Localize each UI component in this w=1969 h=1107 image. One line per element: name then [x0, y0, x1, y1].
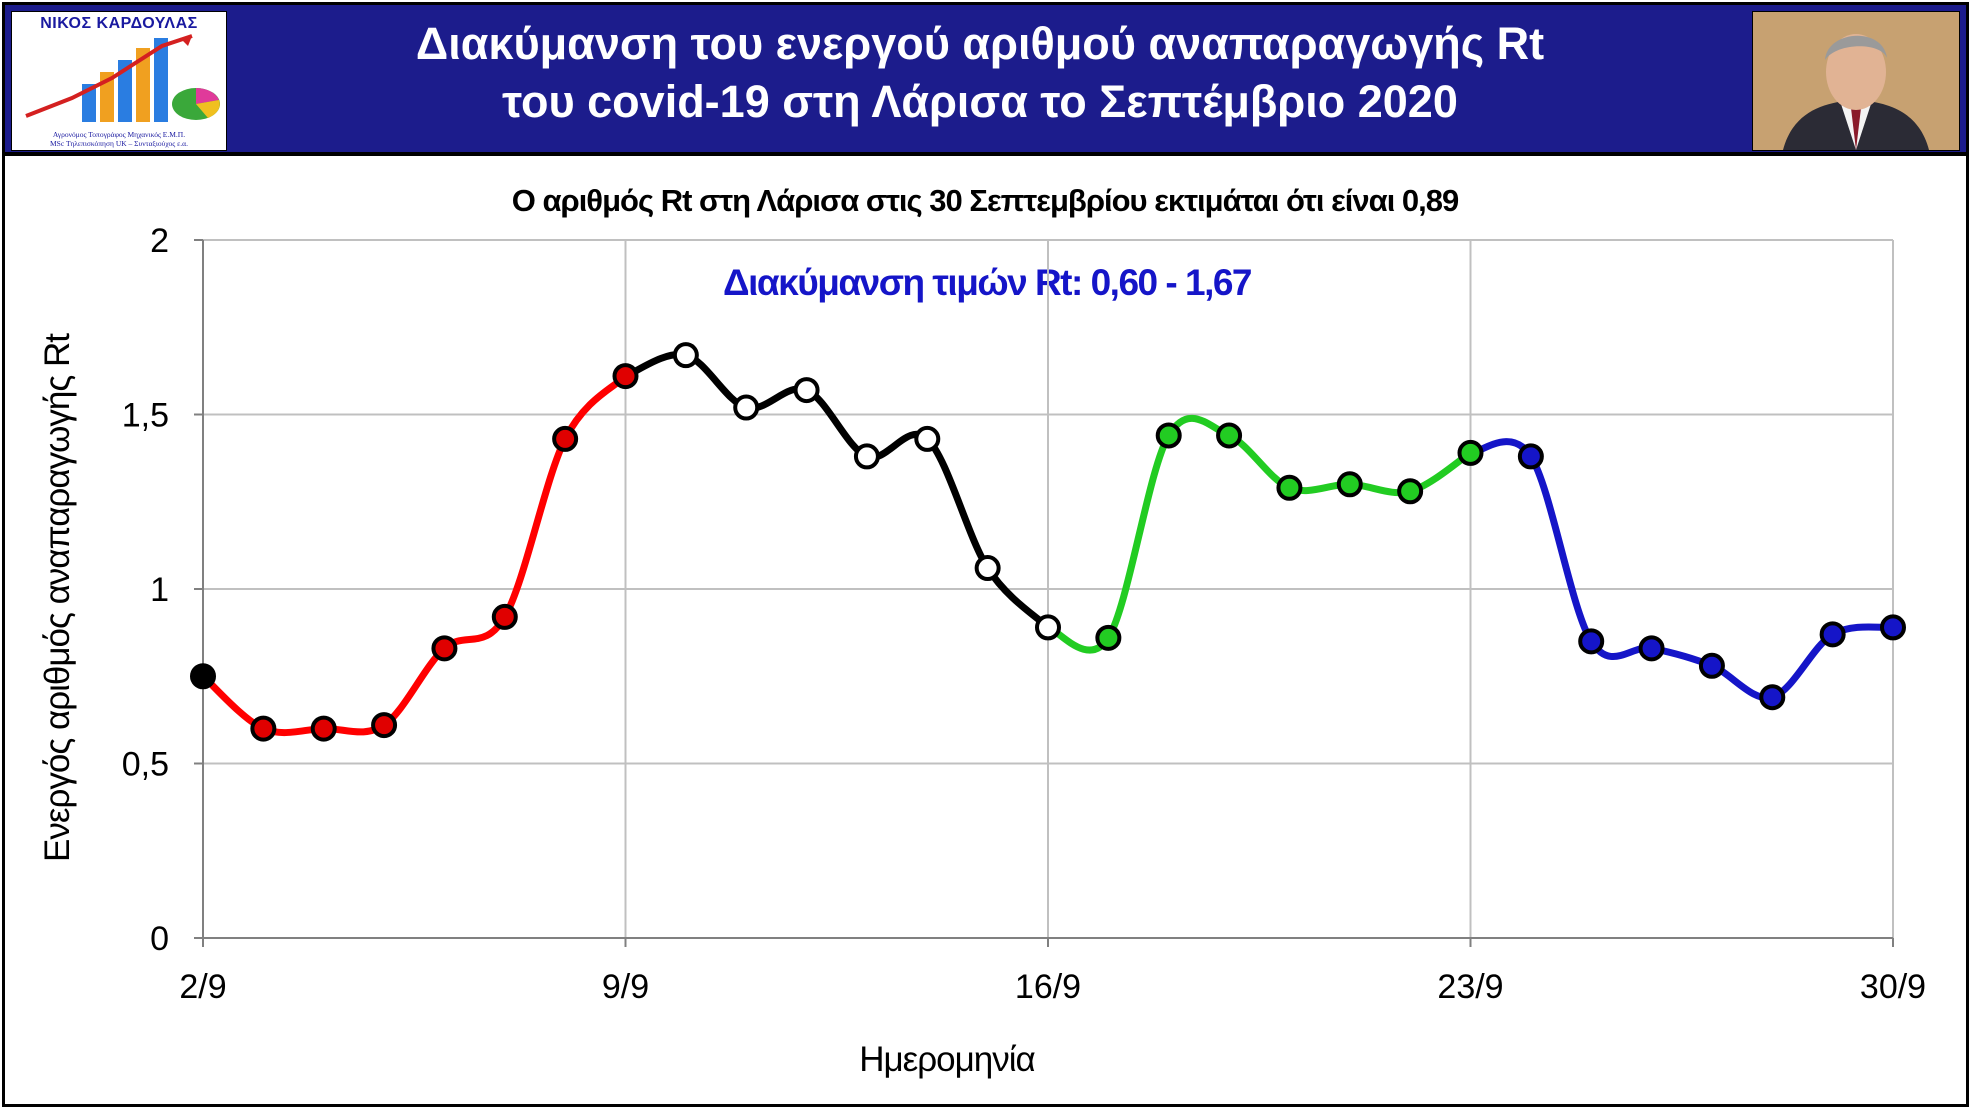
- data-point: [974, 555, 1001, 582]
- data-point: [853, 443, 880, 470]
- data-point: [1216, 422, 1243, 449]
- x-tick-label: 30/9: [1860, 968, 1926, 1006]
- logo-chart-icon: [25, 34, 220, 122]
- page-title: Διακύμανση του ενεργού αριθμού αναπαραγω…: [235, 15, 1725, 131]
- data-point: [1819, 621, 1846, 648]
- chart-title: Ο αριθμός Rt στη Λάρισα στις 30 Σεπτεμβρ…: [512, 183, 1459, 218]
- author-logo: ΝΙΚΟΣ ΚΑΡΔΟΥΛΑΣ Αγρονόμος Τοπογράφος Μηχ…: [11, 11, 227, 151]
- x-axis-ticks: 2/9 9/9 16/9 23/9 30/9: [179, 938, 1926, 1006]
- series-segment-line: [1044, 414, 1474, 654]
- data-point: [672, 342, 699, 369]
- y-tick-label: 1: [150, 571, 169, 609]
- data-point: [371, 712, 398, 739]
- rt-markers: [190, 342, 1906, 742]
- y-axis-label: Ενεργός αριθμός αναπαραγωγής Rt: [38, 333, 77, 862]
- author-photo: [1752, 11, 1960, 151]
- data-point: [250, 715, 277, 742]
- series-segment-line: [622, 350, 1052, 631]
- data-point: [491, 603, 518, 630]
- data-point: [1517, 443, 1544, 470]
- logo-author-name: ΝΙΚΟΣ ΚΑΡΔΟΥΛΑΣ: [40, 15, 198, 32]
- data-point: [914, 425, 941, 452]
- data-point: [1759, 684, 1786, 711]
- range-annotation: Διακύμανση τιμών Rt: 0,60 - 1,67: [723, 262, 1251, 303]
- data-point: [1880, 614, 1906, 641]
- x-tick-label: 2/9: [179, 968, 226, 1006]
- data-point: [1578, 628, 1605, 655]
- y-tick-label: 1,5: [122, 397, 169, 435]
- logo-subtitle: Αγρονόμος Τοπογράφος Μηχανικός Ε.Μ.Π. MS…: [50, 130, 188, 148]
- series-segment-line: [1467, 438, 1897, 702]
- chart-grid: [203, 239, 1894, 938]
- data-point: [1035, 614, 1061, 641]
- data-point: [1276, 474, 1303, 501]
- data-point: [1638, 635, 1665, 662]
- y-axis-ticks: 0 0,5 1 1,5 2: [122, 222, 203, 958]
- data-point: [431, 635, 458, 662]
- data-point: [1155, 422, 1182, 449]
- chart-area: Ο αριθμός Rt στη Λάρισα στις 30 Σεπτεμβρ…: [38, 183, 1926, 1079]
- data-point: [1095, 624, 1122, 651]
- data-point: [1397, 478, 1424, 505]
- x-axis-label: Ημερομηνία: [859, 1040, 1035, 1079]
- data-point: [1698, 652, 1725, 679]
- x-tick-label: 23/9: [1437, 968, 1503, 1006]
- header-banner: ΝΙΚΟΣ ΚΑΡΔΟΥΛΑΣ Αγρονόμος Τοπογράφος Μηχ…: [5, 5, 1966, 156]
- title-line-1: Διακύμανση του ενεργού αριθμού αναπαραγω…: [415, 18, 1545, 69]
- data-point: [310, 715, 337, 742]
- x-tick-label: 16/9: [1015, 968, 1081, 1006]
- data-point: [190, 663, 216, 690]
- data-point: [793, 377, 820, 404]
- data-point: [1457, 439, 1484, 466]
- data-point: [733, 394, 760, 421]
- data-point: [1336, 471, 1363, 498]
- title-line-2: του covid-19 στη Λάρισα το Σεπτέμβριο 20…: [502, 76, 1458, 127]
- y-tick-label: 2: [150, 222, 169, 260]
- data-point: [612, 363, 639, 390]
- data-point: [552, 425, 579, 452]
- y-tick-label: 0: [150, 920, 169, 958]
- portrait-image: [1753, 12, 1959, 150]
- x-tick-label: 9/9: [602, 968, 649, 1006]
- y-tick-label: 0,5: [122, 746, 169, 784]
